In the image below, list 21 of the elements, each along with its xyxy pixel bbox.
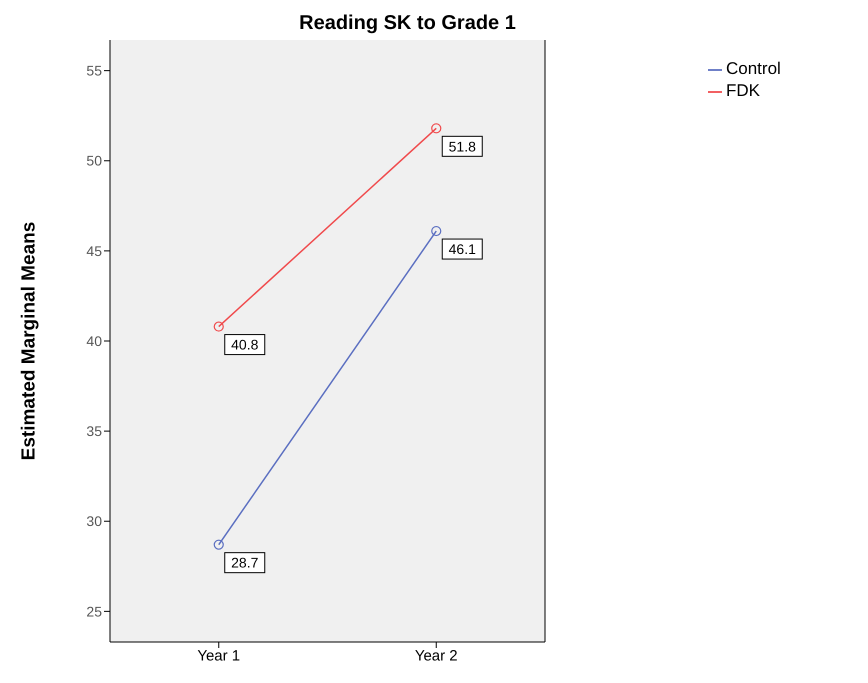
- y-tick-label: 25: [86, 603, 102, 620]
- y-tick-label: 35: [86, 423, 102, 440]
- y-tick-label: 40: [86, 332, 102, 349]
- point: [214, 321, 224, 332]
- y-tick-label: 55: [86, 62, 102, 79]
- x-tick-label: Year 1: [197, 648, 240, 665]
- point: [431, 123, 442, 134]
- data-label: 40.8: [231, 336, 259, 353]
- y-axis-title: Estimated Marginal Means: [18, 222, 40, 460]
- chart-title: Reading SK to Grade 1: [298, 12, 517, 35]
- data-label: 46.1: [448, 241, 476, 258]
- data-label: 51.8: [448, 138, 476, 154]
- point: [431, 226, 442, 236]
- y-tick-label: 45: [86, 242, 102, 259]
- data-label: 28.7: [231, 554, 259, 571]
- point: [214, 540, 224, 550]
- legend-label: Control: [726, 59, 781, 78]
- y-tick-label: 30: [86, 513, 102, 530]
- y-tick-label: 50: [86, 152, 102, 169]
- x-tick-label: Year 2: [414, 648, 458, 665]
- legend-label: FDK: [726, 81, 760, 100]
